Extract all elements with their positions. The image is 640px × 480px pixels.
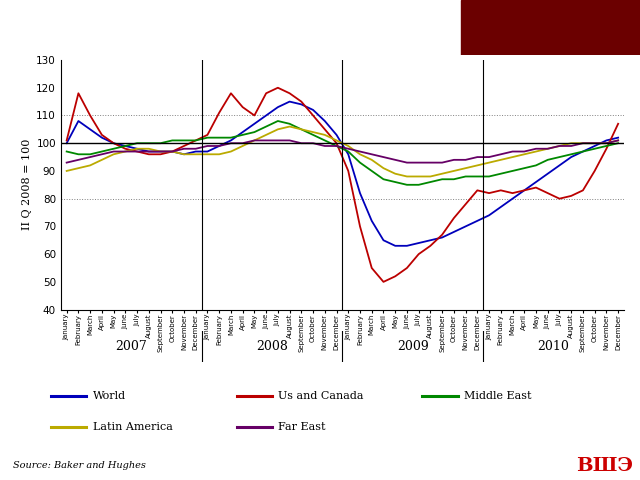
Text: ВШЭ: ВШЭ <box>576 457 633 475</box>
Text: 2010: 2010 <box>538 340 570 353</box>
Text: Source: Baker and Hughes: Source: Baker and Hughes <box>13 461 146 470</box>
Text: 2007: 2007 <box>115 340 147 353</box>
Text: Worldwide oil and gas rig count, 2007 - 2010: Worldwide oil and gas rig count, 2007 - … <box>12 26 431 43</box>
Text: Far East: Far East <box>278 422 326 432</box>
Bar <box>461 0 640 55</box>
Text: Us and Canada: Us and Canada <box>278 392 364 401</box>
Text: 2009: 2009 <box>397 340 429 353</box>
Text: Latin America: Latin America <box>93 422 173 432</box>
Text: World: World <box>93 392 126 401</box>
Y-axis label: II Q 2008 = 100: II Q 2008 = 100 <box>22 139 32 230</box>
Text: 2008: 2008 <box>256 340 288 353</box>
Text: Middle East: Middle East <box>464 392 531 401</box>
